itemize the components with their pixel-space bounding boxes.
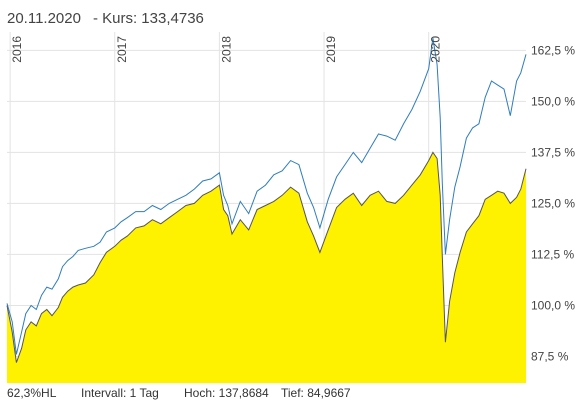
year-tick-label: 2016 <box>10 36 24 63</box>
header-price: - Kurs: 133,4736 <box>92 10 204 27</box>
footer-low: Tief: 84,9667 <box>281 386 351 400</box>
year-tick-label: 2020 <box>429 36 443 63</box>
y-tick-label: 125,0 % <box>531 196 575 210</box>
year-tick-label: 2017 <box>115 36 129 63</box>
y-tick-label: 100,0 % <box>531 298 575 312</box>
footer-range: 62,3%HL <box>7 386 57 400</box>
y-tick-label: 112,5 % <box>531 247 574 261</box>
y-tick-label: 162,5 % <box>531 43 575 57</box>
chart-header: 20.11.2020 - Kurs: 133,4736 <box>7 10 204 27</box>
footer-high: Hoch: 137,8684 <box>184 386 269 400</box>
area-series-fill <box>7 152 526 383</box>
header-date: 20.11.2020 <box>7 10 81 27</box>
y-tick-label: 137,5 % <box>531 145 575 159</box>
year-tick-label: 2018 <box>219 36 233 63</box>
year-tick-label: 2019 <box>324 36 338 63</box>
comparison-series-line <box>6 38 527 355</box>
area-series-line <box>6 151 527 363</box>
footer-interval: Intervall: 1 Tag <box>81 386 159 400</box>
chart-footer: 62,3%HL Intervall: 1 Tag Hoch: 137,8684 Tie… <box>7 386 351 400</box>
y-tick-label: 150,0 % <box>531 94 575 108</box>
y-tick-label: 87,5 % <box>531 349 569 363</box>
